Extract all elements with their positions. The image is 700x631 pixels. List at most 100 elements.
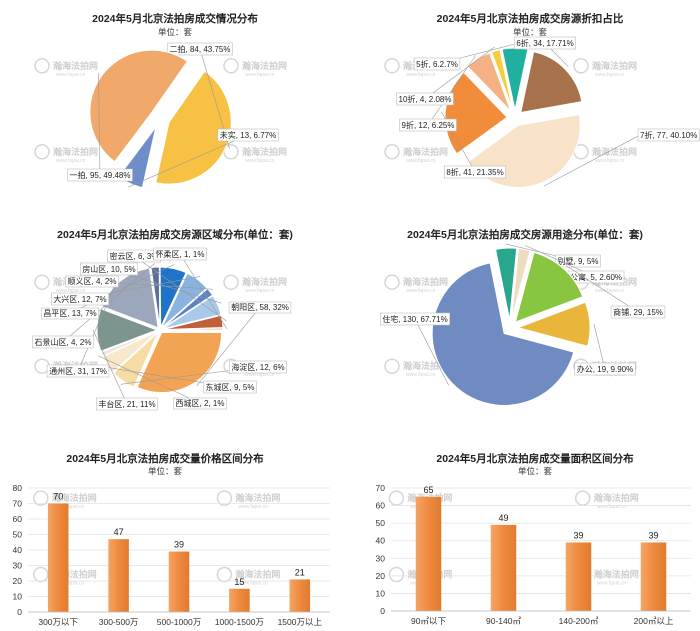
- pie-slice-label: 二拍, 84, 43.75%: [170, 44, 231, 54]
- district-pie-svg: 瀚海法拍网www.fapai.cn瀚海法拍网www.fapai.cn瀚海法拍网w…: [32, 228, 293, 411]
- watermark-url: www.fapai.cn: [406, 158, 436, 164]
- y-tick-label: 30: [376, 553, 386, 563]
- pie-slice-label: 住宅, 130, 67.71%: [382, 314, 447, 324]
- pie-slice-3: [490, 49, 514, 111]
- y-tick-label: 30: [13, 561, 23, 571]
- pie-slice-label: 7折, 77, 40.10%: [640, 130, 697, 140]
- bar: [47, 503, 69, 612]
- pie-slice-12: [162, 327, 224, 331]
- pie-slice-9: [162, 287, 214, 329]
- watermark-logo-icon: [384, 144, 400, 160]
- pie-slice-8: [161, 272, 208, 328]
- chart-subtitle: 单位：套: [148, 466, 183, 476]
- bar: [415, 496, 442, 611]
- pie-label-box: [203, 380, 257, 394]
- watermark-url: www.fapai.cn: [56, 288, 86, 294]
- pie-slice-4: [96, 308, 159, 352]
- watermark-logo-icon: [34, 274, 50, 290]
- watermark-brand: 瀚海法拍网: [52, 492, 97, 503]
- pie-slice-label: 办公, 19, 9.90%: [577, 364, 633, 374]
- watermark-logo-icon: [384, 58, 400, 74]
- chart-district: 瀚海法拍网www.fapai.cn瀚海法拍网www.fapai.cn瀚海法拍网w…: [0, 218, 350, 428]
- bar: [289, 579, 311, 612]
- watermark-logo-icon: [573, 58, 589, 74]
- watermark-logo-icon: [34, 144, 50, 160]
- x-tick-label: 300万以下: [38, 617, 78, 627]
- x-tick-label: 140-200㎡: [559, 616, 599, 626]
- y-tick-label: 40: [376, 536, 386, 546]
- watermark-logo-icon: [34, 58, 50, 74]
- pie-slice-label: 顺义区, 4, 2%: [68, 277, 117, 286]
- pie-label-box: [229, 360, 287, 374]
- pie-slice-label: 大兴区, 12, 7%: [53, 294, 106, 304]
- pie-slice-1: [444, 71, 508, 155]
- pie-slice-label: 石景山区, 4, 2%: [35, 337, 92, 347]
- y-tick-label: 0: [380, 606, 385, 616]
- pie-slice-3: [100, 330, 158, 357]
- pie-slice-label: 10折, 4, 2.08%: [399, 94, 452, 104]
- y-tick-label: 50: [376, 518, 386, 528]
- y-tick-label: 70: [13, 499, 23, 509]
- pie-leader-line: [133, 255, 227, 322]
- x-tick-label: 200㎡以上: [634, 616, 674, 626]
- pie-leader-line: [424, 46, 495, 100]
- pie-label-box: [574, 362, 636, 376]
- pie-label-box: [444, 165, 506, 179]
- watermark-brand: 瀚海法拍网: [242, 60, 287, 71]
- x-tick-label: 90-140㎡: [486, 616, 521, 626]
- watermark-url: www.fapai.cn: [406, 372, 436, 378]
- pie-leader-line: [414, 318, 449, 386]
- usage-pie-svg: 瀚海法拍网www.fapai.cn瀚海法拍网www.fapai.cn瀚海法拍网w…: [380, 228, 666, 406]
- chart-subtitle: 单位：套: [158, 27, 193, 37]
- watermark-brand: 瀚海法拍网: [592, 60, 637, 71]
- pie-slice-2: [510, 247, 531, 321]
- pie-label-box: [80, 262, 138, 276]
- watermark-url: www.fapai.cn: [597, 504, 627, 510]
- watermark-brand: 瀚海法拍网: [242, 276, 287, 287]
- watermark-url: www.fapai.cn: [595, 158, 625, 164]
- bar-value-label: 49: [498, 513, 508, 523]
- price-range-bar-svg: 瀚海法拍网www.fapai.cn瀚海法拍网www.fapai.cn瀚海法拍网w…: [13, 452, 330, 627]
- pie-leader-line: [128, 134, 249, 188]
- pie-slice-label: 9折, 12, 6.25%: [402, 120, 455, 130]
- chart-area-range: 瀚海法拍网www.fapai.cn瀚海法拍网www.fapai.cn瀚海法拍网w…: [355, 440, 700, 631]
- pie-label-box: [51, 292, 109, 306]
- pie-leader-line: [593, 323, 606, 370]
- chart-deal-status: 瀚海法拍网 www.fapai.cn 瀚海法拍网 www.fapai.cn 瀚海法拍网 w…: [0, 0, 350, 215]
- pie-label-box: [41, 307, 99, 320]
- x-tick-label: 300-500万: [99, 617, 139, 627]
- watermark-logo-icon: [216, 566, 233, 583]
- pie-slice-4: [516, 301, 591, 347]
- bar-value-label: 39: [174, 540, 184, 550]
- y-tick-label: 40: [13, 545, 23, 555]
- pie-slice-0: [431, 262, 575, 406]
- watermark-brand: 瀚海法拍网: [403, 146, 448, 157]
- chart-title: 2024年5月北京法拍房成交房源折扣占比: [437, 12, 624, 25]
- watermark-url: www.fapai.cn: [595, 72, 625, 78]
- pie-label-box: [399, 118, 457, 132]
- watermark-logo-icon: [223, 274, 239, 290]
- pie-leader-line: [543, 134, 641, 187]
- watermark-url: www.fapai.cn: [55, 581, 85, 587]
- pie-slice-label: 未实, 13, 6.77%: [220, 130, 276, 140]
- pie-slice-label: 一拍, 95, 49.48%: [70, 170, 131, 180]
- pie-slice-label: 丰台区, 21, 11%: [98, 399, 155, 409]
- pie-label-box: [610, 305, 666, 319]
- pie-leader-line: [98, 73, 101, 176]
- watermark-brand: 瀚海法拍网: [403, 360, 448, 371]
- x-tick-label: 90㎡以下: [411, 616, 446, 626]
- bar: [229, 588, 250, 612]
- y-tick-label: 60: [376, 501, 386, 511]
- discount-pie-svg: 瀚海法拍网www.fapai.cn瀚海法拍网www.fapai.cn瀚海法拍网w…: [384, 12, 700, 188]
- pie-slice-label: 朝阳区, 58, 32%: [231, 303, 289, 312]
- pie-slice-0: [155, 70, 232, 185]
- pie-label-box: [65, 275, 119, 288]
- bar: [565, 542, 592, 611]
- bar-value-label: 21: [295, 567, 305, 577]
- pie-slice-label: 5折, 6.2.7%: [416, 59, 458, 69]
- pie-slice-label: 8折, 41, 21.35%: [446, 167, 503, 177]
- pie-label-box: [380, 312, 450, 326]
- x-tick-label: 1000-1500万: [215, 617, 264, 627]
- pie-label-box: [396, 92, 454, 106]
- pie-slice-label: 6折, 34, 17.71%: [516, 38, 573, 48]
